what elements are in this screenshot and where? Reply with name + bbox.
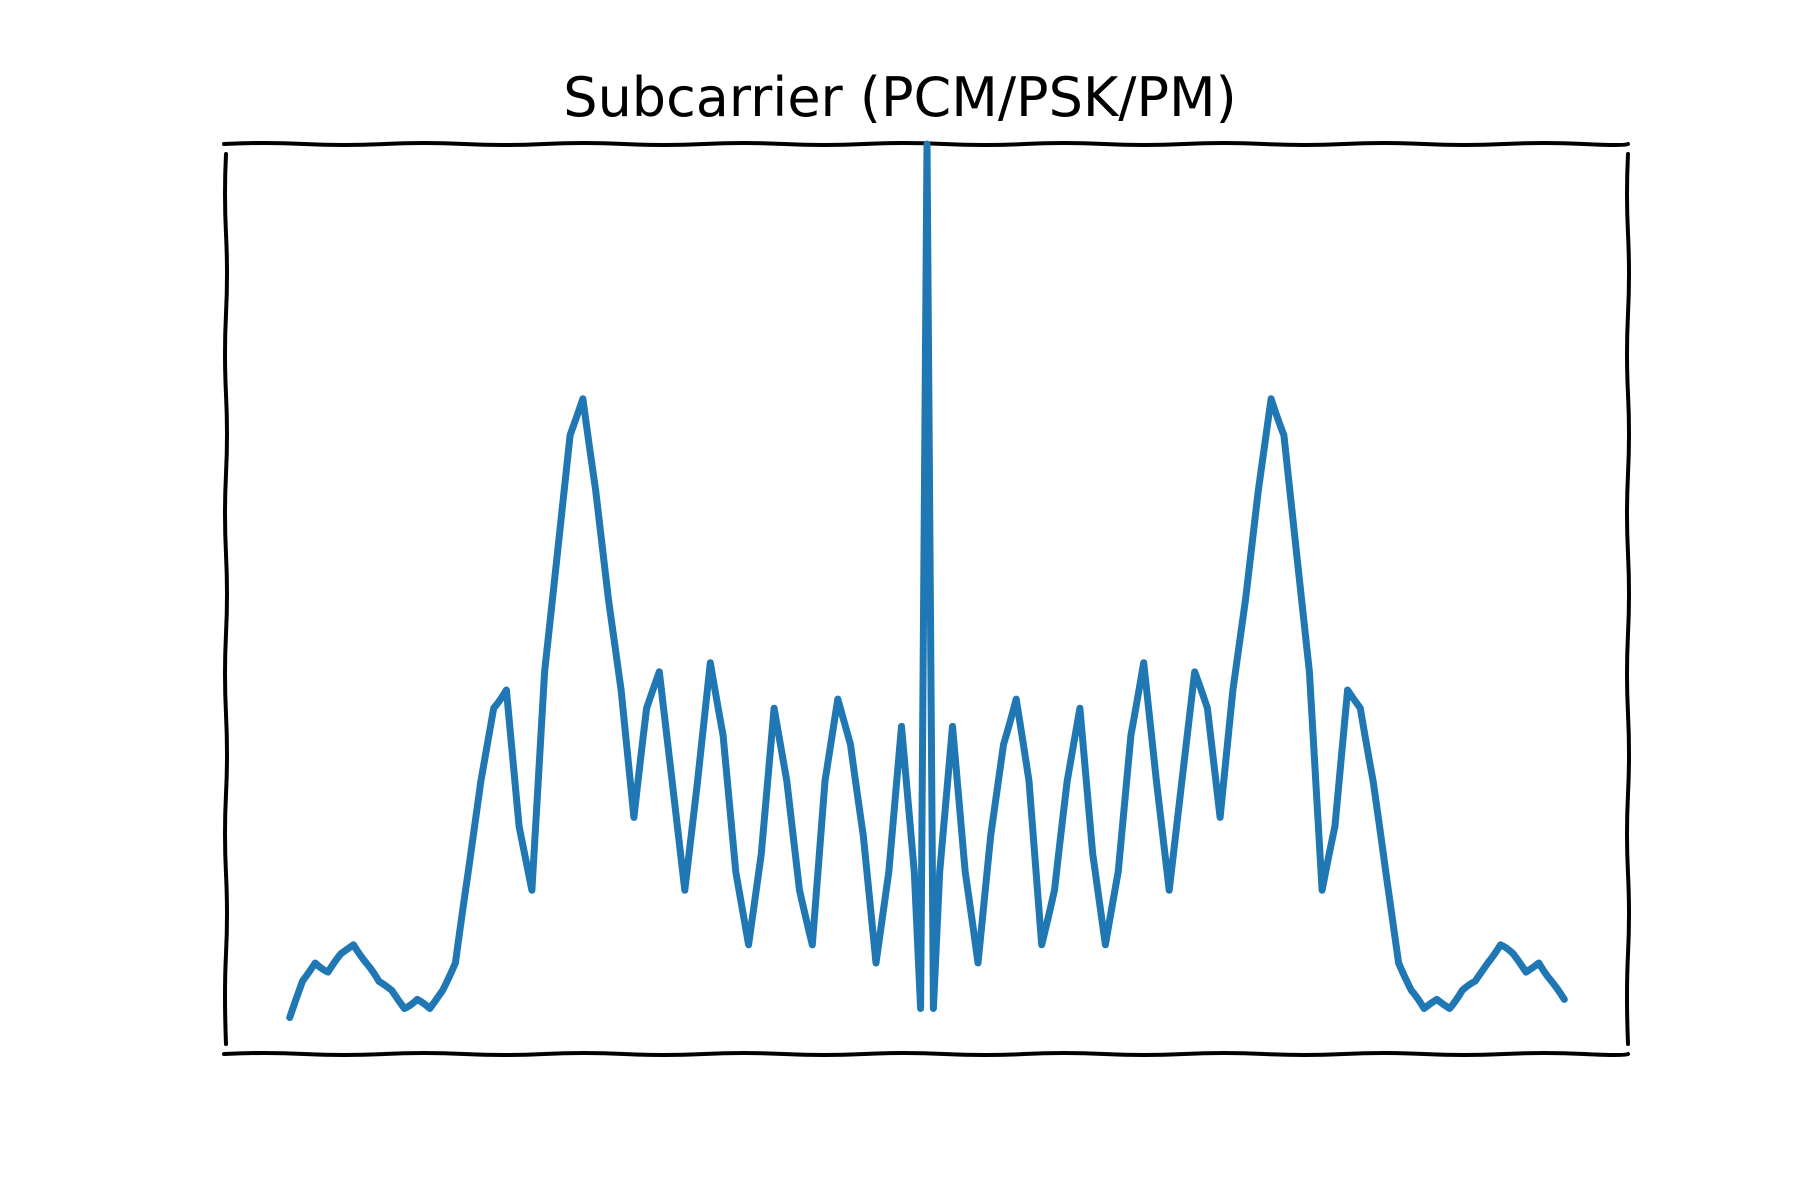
frame-left <box>223 152 229 1046</box>
series-line-0 <box>286 140 1568 1022</box>
series-layer <box>286 140 1568 1022</box>
frame-bottom <box>222 1051 1630 1057</box>
frame-top <box>222 141 1630 147</box>
chart-title: Subcarrier (PCM/PSK/PM) <box>563 66 1236 129</box>
frame-right <box>1625 152 1631 1046</box>
